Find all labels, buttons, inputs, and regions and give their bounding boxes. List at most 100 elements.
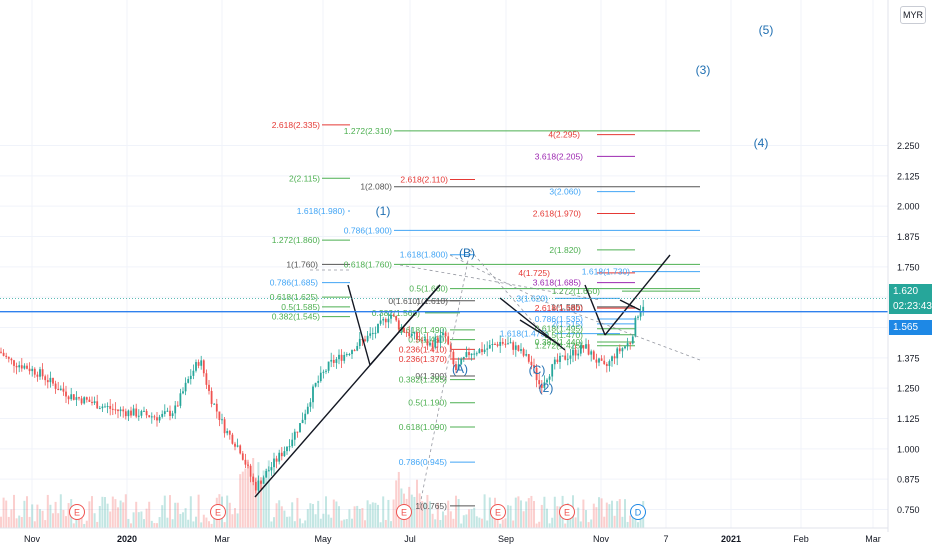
fib-level-label: 4(2.295) (548, 130, 580, 140)
volume-bar (377, 504, 379, 528)
candle-body (283, 451, 286, 457)
fib-level-label: 2.618(2.335) (272, 120, 320, 130)
candle-body (226, 430, 229, 434)
volume-bar (296, 497, 299, 528)
volume-bar (174, 502, 177, 528)
volume-bar (33, 521, 36, 528)
horizontal-level-line[interactable] (0, 298, 888, 313)
fib-level-label: 0.382(1.285) (399, 375, 447, 385)
volume-bar (0, 516, 2, 528)
volume-bar (15, 518, 18, 528)
candle-body (111, 408, 114, 410)
x-tick-label: May (314, 534, 332, 544)
candle-body (447, 336, 450, 345)
candle-body (213, 403, 216, 405)
candle-body (577, 353, 580, 356)
candle-body (382, 318, 385, 321)
volume-bar (525, 501, 528, 528)
wave-label: (5) (759, 23, 774, 37)
volume-bar (200, 522, 203, 528)
candle-body (637, 316, 639, 318)
candle-body (301, 419, 304, 424)
candle-body (296, 431, 299, 433)
candle-body (161, 413, 164, 417)
fib-level-label: 0.382(1.545) (272, 312, 320, 322)
fib-level-label: 1(0.765) (415, 501, 447, 511)
candle-body (23, 365, 26, 369)
event-marker (559, 504, 575, 520)
fib-level-label: 0.786(0.945) (399, 457, 447, 467)
volume-bar (358, 508, 361, 528)
candle-body (452, 351, 455, 365)
candle-body (309, 402, 312, 407)
volume-bar (202, 514, 205, 528)
volume-bar (351, 518, 353, 528)
fib-level-label: 2(1.820) (549, 245, 581, 255)
candle-body (80, 398, 83, 404)
volume-bar (109, 511, 112, 528)
fib-level-label: 0.5(1.660) (409, 284, 448, 294)
event-marker-label: E (215, 508, 221, 518)
candle-body (241, 453, 244, 460)
candle-body (574, 349, 577, 356)
candle-body (200, 360, 203, 366)
fib-level-label: 1(1.585) (551, 302, 583, 312)
candle-body (512, 342, 515, 350)
x-tick-label: Sep (498, 534, 514, 544)
candle-body (436, 337, 439, 343)
candle-body (231, 434, 234, 444)
volume-bar (338, 506, 340, 528)
volume-bar (574, 517, 577, 528)
fib-level-label: 1.618(1.475) (500, 329, 548, 339)
candle-body (408, 332, 411, 337)
volume-bar (143, 519, 145, 528)
volume-bar (96, 521, 99, 528)
volume-bar (488, 497, 491, 528)
candle-body (434, 337, 437, 348)
volume-bar (327, 514, 330, 528)
volume-bar (335, 501, 338, 528)
fib-level-label: 0.382(1.440) (535, 337, 583, 347)
candle-body (483, 349, 486, 353)
time-axis[interactable]: Nov 2020 Mar May Jul Sep Nov 7 2021 Feb Mar (0, 527, 888, 544)
candle-body (109, 406, 112, 409)
volume-bar (527, 498, 530, 528)
candle-body (247, 464, 249, 466)
volume-bar (150, 520, 153, 528)
candle-body (257, 480, 260, 491)
fib-level-label: 1.272(1.860) (272, 235, 320, 245)
candle-body (52, 377, 54, 384)
volume-bar (590, 519, 593, 528)
volume-bar (44, 520, 47, 528)
candle-body (148, 415, 151, 418)
candle-body (187, 379, 190, 383)
volume-bar (514, 497, 517, 528)
volume-bar (322, 513, 325, 528)
candle-body (374, 332, 377, 334)
candle-body (208, 384, 210, 391)
volume-bar (275, 503, 278, 528)
candle-body (499, 341, 502, 346)
trend-line (519, 319, 561, 346)
candle-body (439, 335, 442, 343)
candle-body (366, 335, 369, 342)
candle-body (270, 467, 273, 471)
volume-bar (486, 520, 489, 528)
fib-level-label: 0.5(1.470) (544, 330, 583, 340)
x-tick-label: 2021 (721, 534, 741, 544)
candle-body (304, 413, 307, 420)
candle-body (585, 344, 587, 349)
currency-badge[interactable]: MYR (900, 6, 926, 24)
volume-bar (444, 515, 447, 528)
candle-body (561, 355, 564, 357)
candle-body (319, 372, 322, 382)
candle-body (410, 333, 413, 337)
volume-bar (626, 521, 629, 528)
candle-body (322, 371, 325, 373)
volume-bar (434, 519, 437, 528)
candle-body (514, 345, 517, 350)
volume-bar (20, 517, 23, 528)
fib-level-label: 1.618(1.730) (582, 267, 630, 277)
candle-body (169, 410, 171, 416)
